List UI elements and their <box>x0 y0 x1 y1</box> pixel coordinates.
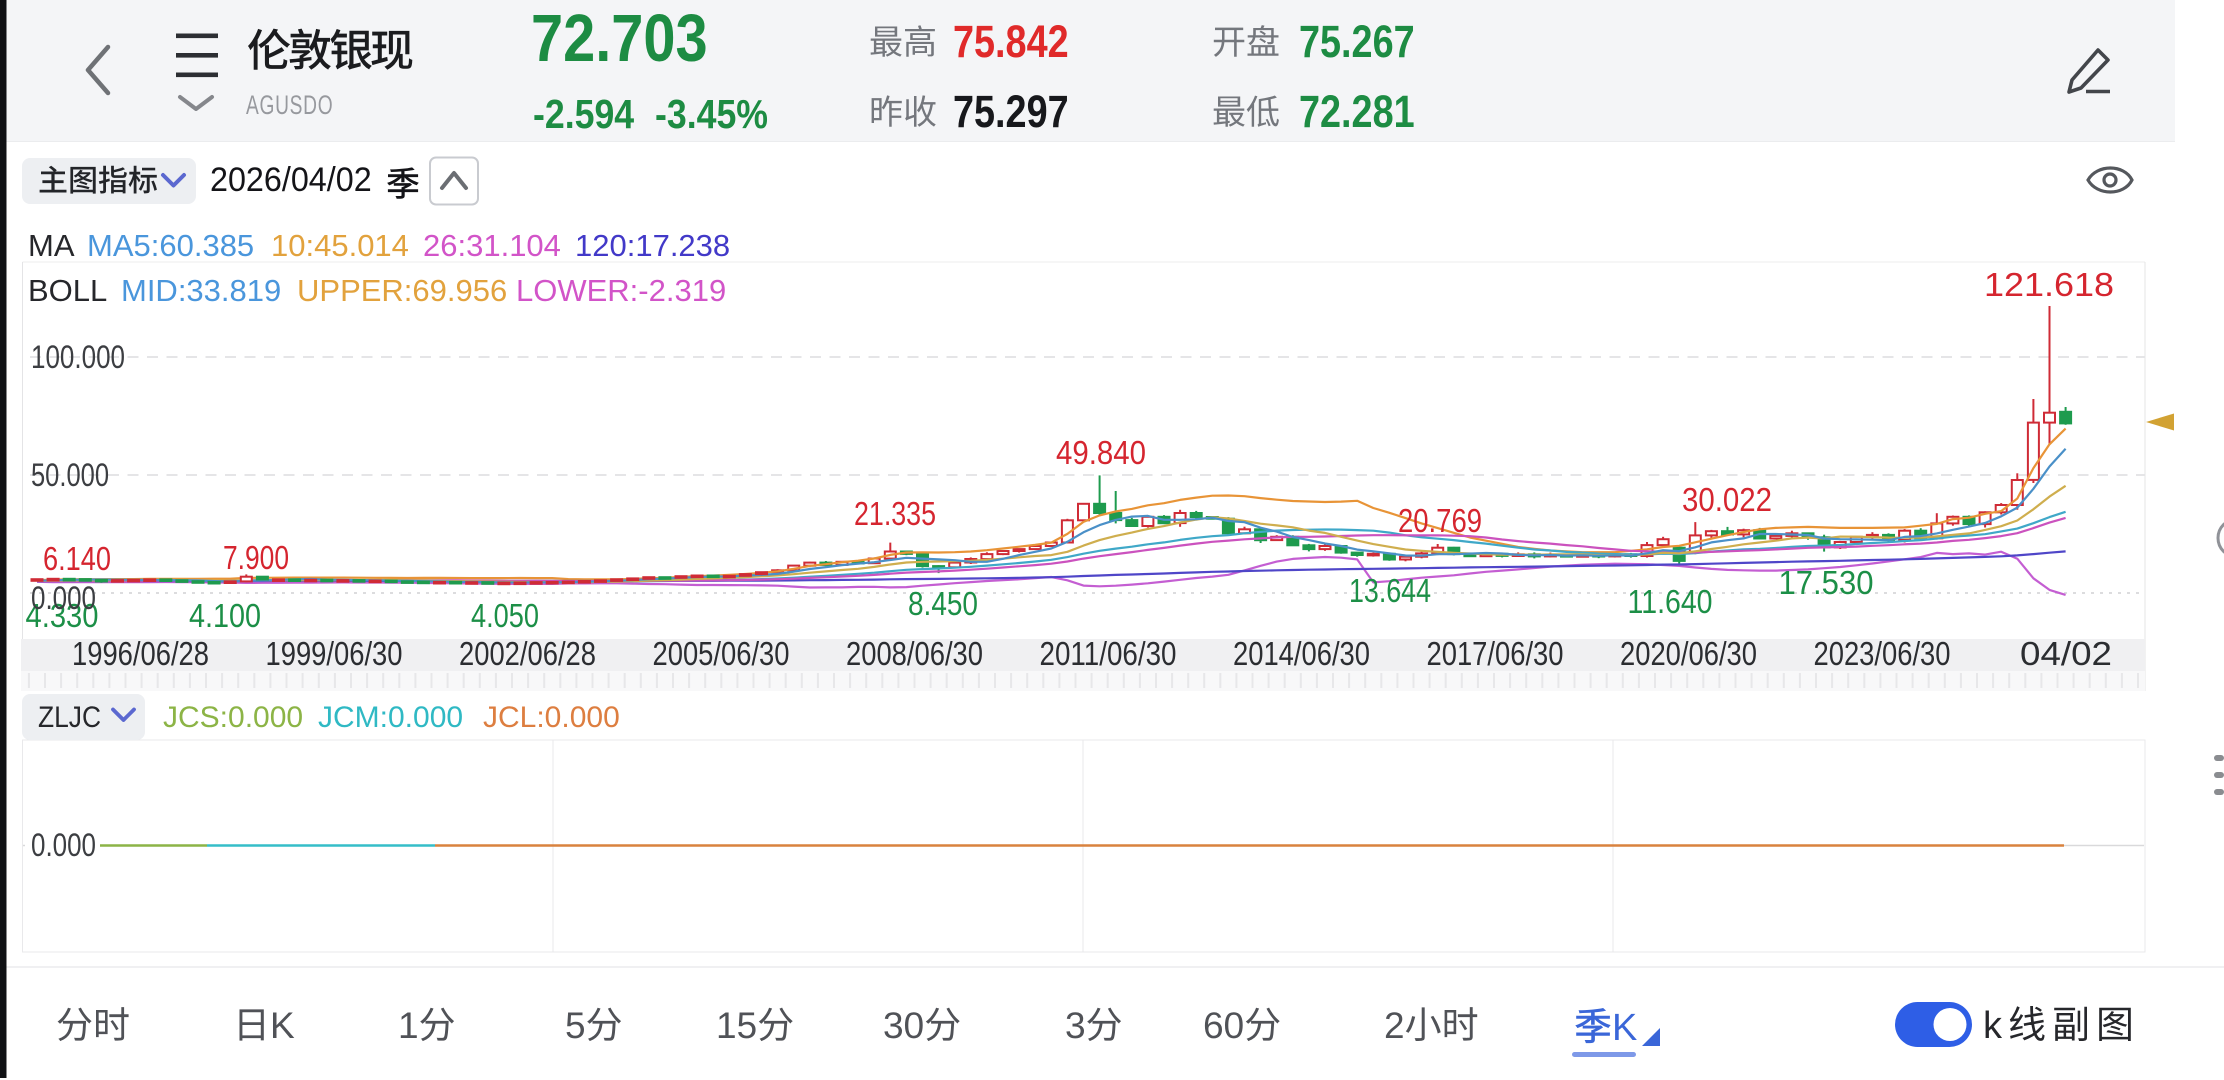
svg-text:2017/06/30: 2017/06/30 <box>1427 635 1564 672</box>
svg-text:100.000: 100.000 <box>31 339 125 375</box>
svg-text:8.450: 8.450 <box>908 585 978 622</box>
svg-text:121.618: 121.618 <box>1984 266 2114 303</box>
svg-text:4.050: 4.050 <box>471 597 539 634</box>
svg-text:1999/06/30: 1999/06/30 <box>266 635 403 672</box>
svg-text:17.530: 17.530 <box>1779 564 1874 601</box>
svg-text:2008/06/30: 2008/06/30 <box>846 635 983 672</box>
svg-text:2020/06/30: 2020/06/30 <box>1620 635 1757 672</box>
svg-text:0.000: 0.000 <box>31 580 96 616</box>
svg-text:2011/06/30: 2011/06/30 <box>1040 635 1177 672</box>
svg-text:2014/06/30: 2014/06/30 <box>1233 635 1370 672</box>
svg-text:50.000: 50.000 <box>31 457 109 493</box>
svg-text:1996/06/28: 1996/06/28 <box>72 635 209 672</box>
svg-text:21.335: 21.335 <box>854 495 936 532</box>
svg-text:13.644: 13.644 <box>1349 572 1431 609</box>
svg-text:30.022: 30.022 <box>1682 481 1772 518</box>
svg-text:0.000: 0.000 <box>31 827 96 863</box>
svg-text:4.330: 4.330 <box>26 597 99 634</box>
svg-text:49.840: 49.840 <box>1056 434 1146 471</box>
svg-text:04/02: 04/02 <box>2020 635 2112 672</box>
svg-text:20.769: 20.769 <box>1398 502 1482 539</box>
svg-text:11.640: 11.640 <box>1628 583 1713 620</box>
svg-text:2002/06/28: 2002/06/28 <box>459 635 596 672</box>
svg-text:6.140: 6.140 <box>43 540 111 577</box>
svg-text:2023/06/30: 2023/06/30 <box>1814 635 1951 672</box>
svg-text:2005/06/30: 2005/06/30 <box>653 635 790 672</box>
svg-text:4.100: 4.100 <box>189 597 261 634</box>
svg-text:7.900: 7.900 <box>223 539 289 576</box>
